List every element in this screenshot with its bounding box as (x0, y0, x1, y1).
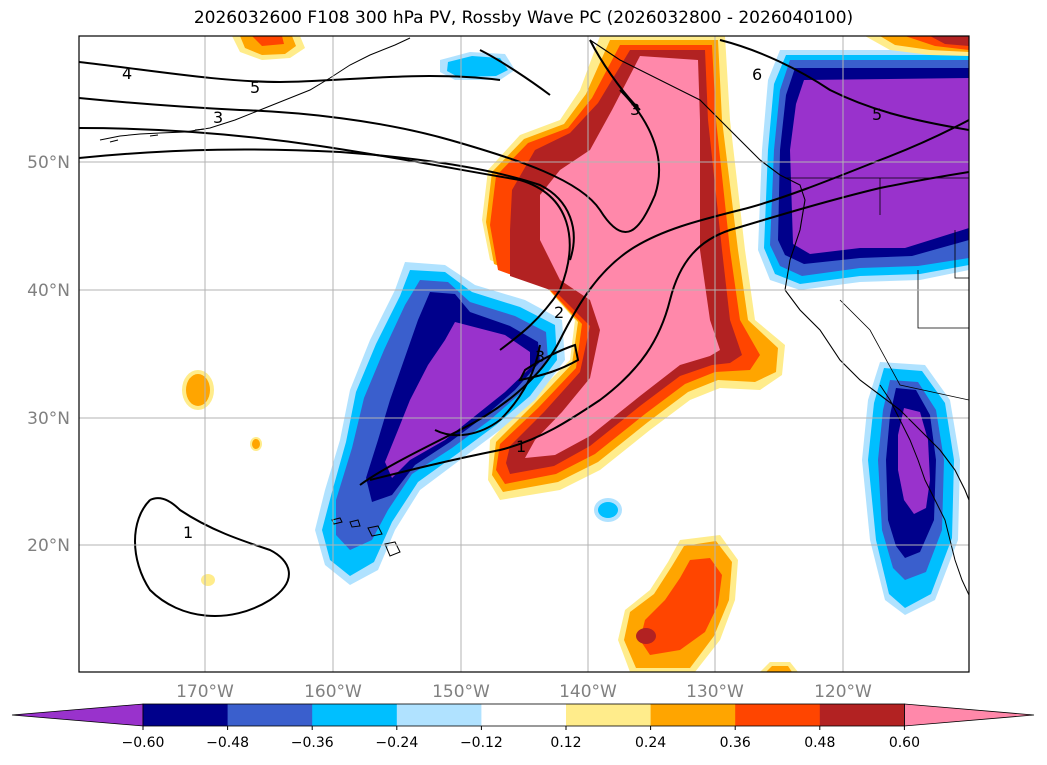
lat-label-20: 20°N (27, 536, 70, 556)
colorbar-tick-label: 0.12 (550, 735, 581, 751)
lon-label-160w: 160°W (304, 682, 362, 702)
contour-labels: 4 5 3 6 5 3 2 3 1 1 (122, 64, 882, 542)
lat-label-30: 30°N (27, 409, 70, 429)
colorbar-extend-low (11, 703, 144, 727)
lon-label-150w: 150°W (432, 682, 490, 702)
svg-text:6: 6 (752, 65, 762, 84)
hawaii-islands (331, 517, 401, 557)
colorbar-tick-label: −0.12 (460, 735, 503, 751)
colorbar-tick-label: −0.48 (206, 735, 249, 751)
us-mexico-border (785, 177, 969, 401)
svg-text:3: 3 (630, 100, 640, 119)
colorbar-segment (312, 704, 398, 726)
svg-text:1: 1 (516, 437, 526, 456)
colorbar-segment (650, 704, 736, 726)
negative-pv-baja (862, 362, 960, 615)
colorbar: −0.60 −0.48 −0.36 −0.24 −0.12 0.12 0.24 0.36 0.4… (11, 703, 1035, 751)
lat-label-40: 40°N (27, 281, 70, 301)
colorbar-segment (396, 704, 482, 726)
colorbar-segment (735, 704, 821, 726)
map-title: 2026032600 F108 300 hPa PV, Rossby Wave … (193, 8, 854, 28)
map-frame (78, 35, 970, 673)
colorbar-tick-label: 0.48 (804, 735, 835, 751)
negative-pv-ridge-western-north-america (758, 50, 969, 290)
colorbar-segment (566, 704, 652, 726)
svg-text:5: 5 (250, 78, 260, 97)
colorbar-tick-label: 0.24 (635, 735, 666, 751)
negative-pv-ridge-central-pacific (315, 262, 565, 585)
colorbar-segment (227, 704, 313, 726)
lon-label-170w: 170°W (176, 682, 234, 702)
lat-label-50: 50°N (27, 153, 70, 173)
baja-coastline (879, 384, 969, 596)
svg-text:5: 5 (872, 105, 882, 124)
colorbar-segment (481, 704, 567, 726)
colorbar-tick-label: −0.36 (291, 735, 334, 751)
colorbar-frame (142, 703, 905, 727)
colorbar-tick-label: 0.60 (889, 735, 920, 751)
lon-label-120w: 120°W (814, 682, 872, 702)
svg-text:4: 4 (122, 64, 132, 83)
svg-text:2: 2 (554, 303, 564, 322)
small-pv-features (182, 36, 969, 672)
gridlines (79, 36, 969, 672)
colorbar-tick-label: 0.36 (720, 735, 751, 751)
colorbar-extend-high (904, 703, 1035, 727)
pv-anomaly-fields: 4 5 3 6 5 3 2 3 1 1 (79, 36, 969, 672)
coastline (589, 39, 969, 501)
longitude-labels: 170°W 160°W 150°W 140°W 130°W 120°W (176, 682, 872, 702)
colorbar-tick-label: −0.60 (122, 735, 165, 751)
positive-pv-trough-northeast-pacific (482, 36, 785, 500)
svg-text:3: 3 (213, 108, 223, 127)
contour-lines (79, 39, 969, 617)
colorbar-tick-label: −0.24 (375, 735, 418, 751)
colorbar-segment (143, 704, 229, 726)
lon-label-140w: 140°W (559, 682, 617, 702)
lon-label-130w: 130°W (686, 682, 744, 702)
svg-text:1: 1 (183, 523, 193, 542)
latitude-labels: 50°N 40°N 30°N 20°N (27, 153, 70, 556)
colorbar-segment (819, 704, 905, 726)
svg-text:3: 3 (535, 347, 545, 366)
